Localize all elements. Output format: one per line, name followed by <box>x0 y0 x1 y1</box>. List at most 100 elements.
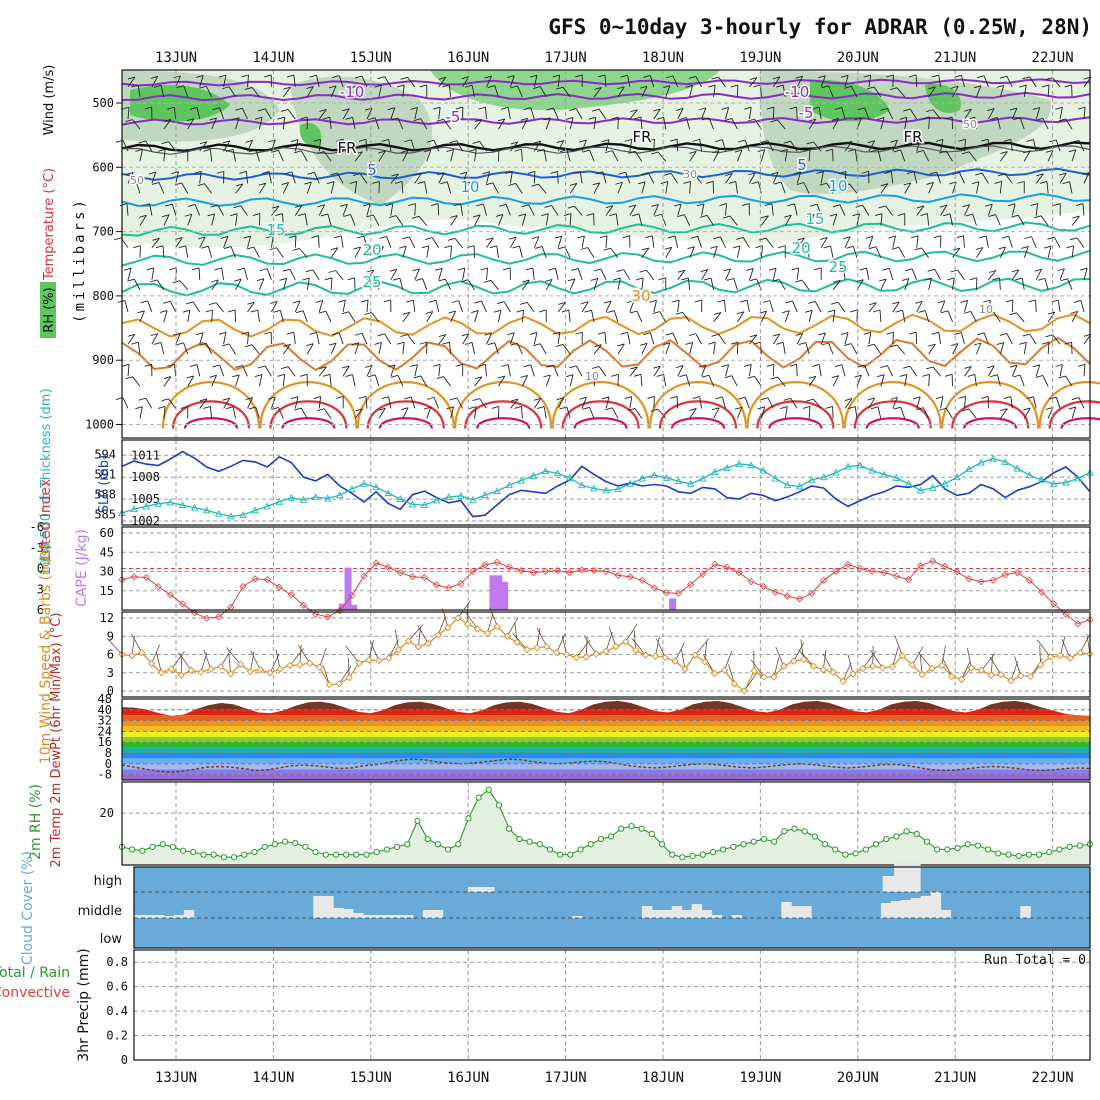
temp-band <box>122 747 1090 753</box>
wind-barb <box>455 106 463 110</box>
surface-heating-contour <box>366 400 445 429</box>
wind-barb <box>205 309 213 313</box>
wind-barb <box>961 408 970 412</box>
cloud-high-bar <box>882 876 898 892</box>
wind-barb <box>985 235 989 248</box>
wind-barb <box>366 203 371 216</box>
wind-barb <box>1022 76 1030 80</box>
wind-barb <box>124 300 129 313</box>
wind-barb <box>550 170 558 174</box>
wind-barb <box>928 343 936 355</box>
wind-barb <box>259 117 263 130</box>
wind-barb <box>748 107 752 120</box>
wind-barb <box>581 301 589 313</box>
wind-barb <box>282 182 290 194</box>
thickness-point <box>553 469 562 477</box>
wind-barb <box>330 277 333 290</box>
wind-barb <box>850 343 858 355</box>
wind-barb <box>438 77 447 88</box>
wind-barb <box>1021 277 1025 290</box>
wind-barb <box>569 374 574 387</box>
thickness-point <box>807 475 816 483</box>
wind-barb <box>522 279 530 283</box>
wind-barb <box>402 312 411 323</box>
rh2m-point <box>597 835 605 843</box>
wind-barb <box>342 365 350 369</box>
wind-barb <box>157 148 166 152</box>
wind-barb <box>168 398 177 409</box>
surface-heating-contour <box>454 381 553 429</box>
lifted-index-point <box>566 569 574 577</box>
bottom-date-label: 18JUN <box>642 1070 684 1086</box>
wind-barb <box>870 149 879 153</box>
cloud-middle-bar <box>422 910 434 918</box>
wind-barb <box>802 148 811 152</box>
wind-barb <box>725 268 731 281</box>
cloud-high-bar <box>905 862 921 892</box>
wind-barb <box>587 247 595 258</box>
wind-barb <box>970 311 977 323</box>
thickness-point <box>420 501 429 509</box>
wind-barb <box>1030 203 1038 207</box>
wind-speed-point <box>740 687 748 695</box>
wind-barb <box>711 333 719 337</box>
li-tick-label: 0 <box>37 562 44 576</box>
rh2m-point <box>607 833 615 840</box>
wind-barb <box>306 86 314 98</box>
wind-barb <box>254 374 263 377</box>
wind-barb <box>894 636 903 656</box>
lifted-index-point <box>360 572 368 580</box>
rh2m-point <box>506 825 513 832</box>
wind-barb <box>520 375 528 378</box>
wind-barb <box>922 150 930 162</box>
wind-barb <box>247 235 252 248</box>
wind-barb <box>126 203 129 216</box>
temp-band <box>122 726 1090 732</box>
wind-barb <box>474 376 483 387</box>
bottom-date-label: 13JUN <box>155 1070 197 1086</box>
rh2m-point <box>618 825 625 832</box>
surface-heating-contour <box>746 381 845 429</box>
wind-barb <box>318 300 324 313</box>
wind-barb <box>211 279 219 291</box>
wind-barb <box>510 85 518 89</box>
wind-barb <box>223 397 231 409</box>
wind-speed-point <box>335 680 343 688</box>
rh2m-point <box>261 843 268 850</box>
wind-barb <box>706 215 714 226</box>
wind-barb <box>532 267 535 280</box>
wind-barb <box>654 213 662 217</box>
wind-barb <box>604 332 607 345</box>
wind-barb <box>854 406 858 419</box>
wind-barb <box>175 237 183 241</box>
wind-barb <box>423 406 431 410</box>
wind-speed-point <box>434 631 442 639</box>
rh2m-ylabel: 2m RH (%) <box>28 784 44 860</box>
wind-barb <box>536 627 541 648</box>
wind-barb <box>798 84 806 88</box>
wind-barb <box>926 213 930 226</box>
wind-barb <box>593 278 599 290</box>
wind-barb <box>474 406 477 419</box>
wind-barb <box>362 203 371 207</box>
wind-barb <box>790 398 798 409</box>
lifted-index-point <box>396 569 404 577</box>
wind-barb <box>969 277 977 281</box>
wind-barb <box>744 139 750 152</box>
wind-barb <box>964 366 972 369</box>
wind-barb <box>1035 173 1044 184</box>
chart-title: GFS 0~10day 3-hourly for ADRAR (0.25W, 2… <box>548 15 1092 39</box>
wind-speed-point <box>888 663 897 671</box>
temp-tick-label: 48 <box>98 692 112 706</box>
thickness-point <box>602 486 610 494</box>
wind-barb <box>447 237 456 241</box>
wind-barb <box>127 76 136 80</box>
wind-barb <box>161 141 169 145</box>
wind-barb <box>906 171 915 175</box>
lifted-index-point <box>154 582 162 591</box>
wind-barb <box>247 397 253 409</box>
wind-barb <box>378 408 386 419</box>
wind-barb <box>1079 267 1088 271</box>
wind-barb <box>322 116 331 120</box>
wind-speed-point <box>849 670 857 678</box>
